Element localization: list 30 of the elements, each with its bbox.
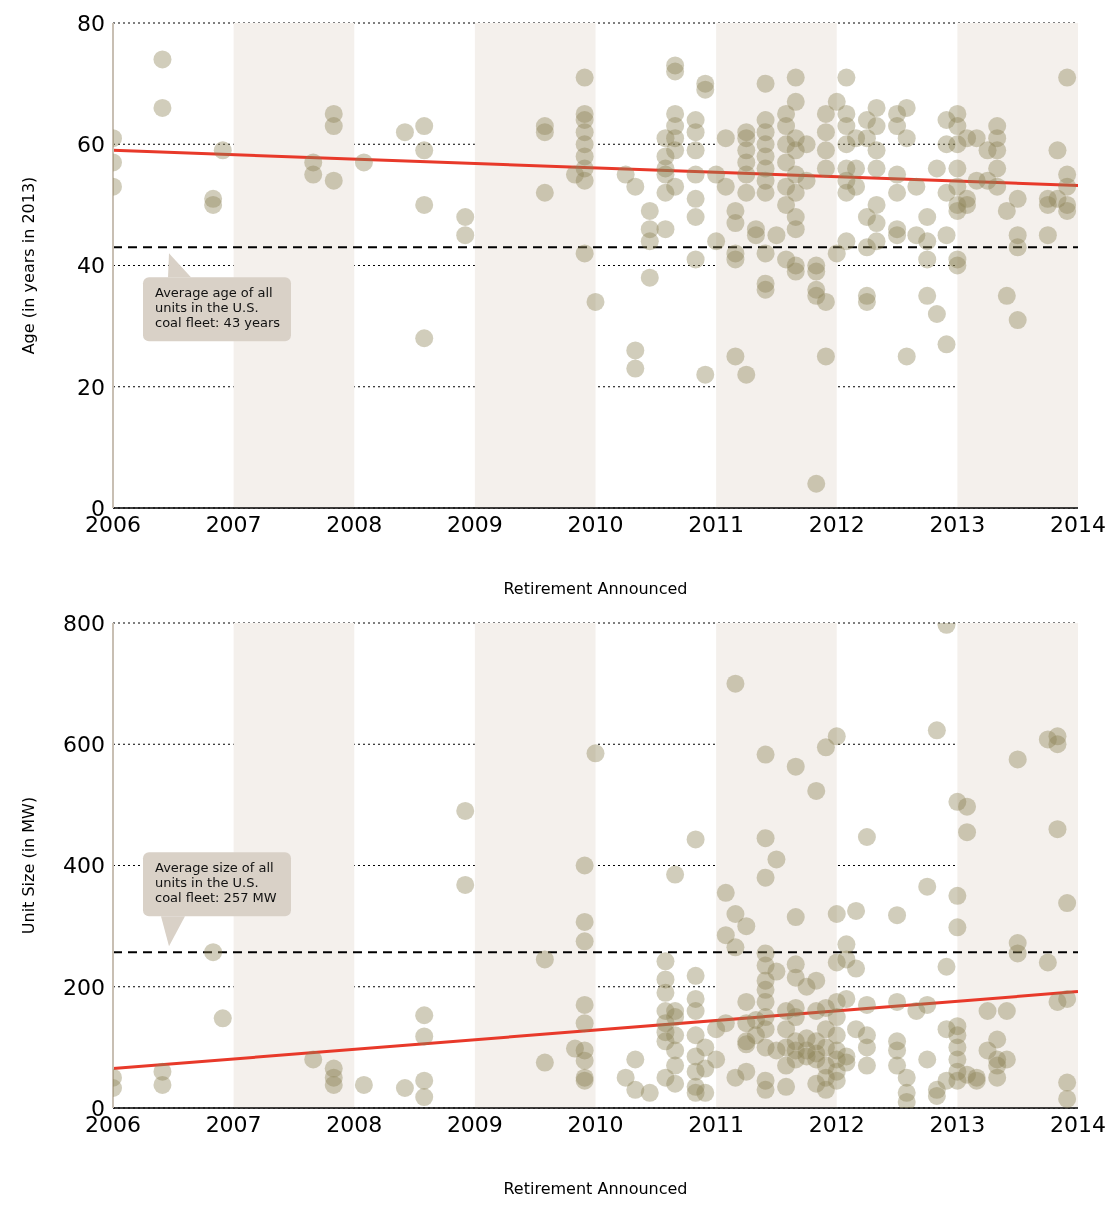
x-tick-label: 2008	[326, 1111, 383, 1137]
y-tick-label: 80	[77, 10, 105, 36]
x-tick-label: 2010	[567, 511, 624, 537]
y-tick-label: 40	[77, 253, 105, 279]
ref-line-label: Average size of all units in the U.S. coal fleet: 257 MW	[155, 860, 277, 906]
x-tick-label: 2007	[205, 511, 262, 537]
x-tick-label: 2007	[205, 1111, 262, 1137]
x-tick-label: 2011	[688, 1111, 745, 1137]
y-tick-label: 800	[63, 610, 105, 636]
x-tick-label: 2012	[808, 1111, 865, 1137]
x-tick-label: 2011	[688, 511, 745, 537]
y-tick-label: 20	[77, 374, 105, 400]
x-tick-label: 2014	[1050, 1111, 1106, 1137]
x-tick-label: 2012	[808, 511, 865, 537]
y-tick-label: 600	[63, 732, 105, 758]
y-axis-title: Age (in years in 2013)	[18, 176, 38, 355]
x-tick-label: 2013	[929, 511, 986, 537]
x-tick-label: 2008	[326, 511, 383, 537]
x-axis-title: Retirement Announced	[503, 1179, 688, 1198]
x-tick-label: 2013	[929, 1111, 986, 1137]
x-axis-title: Retirement Announced	[503, 579, 688, 598]
x-tick-label: 2014	[1050, 511, 1106, 537]
x-tick-label: 2009	[446, 1111, 503, 1137]
y-tick-label: 60	[77, 132, 105, 158]
x-tick-label: 2009	[446, 511, 503, 537]
y-axis-title: Unit Size (in MW)	[18, 796, 38, 935]
ref-line-label: Average age of all units in the U.S. coal fleet: 43 years	[155, 285, 281, 331]
x-tick-label: 2010	[567, 1111, 624, 1137]
y-tick-label: 400	[63, 853, 105, 879]
y-tick-label: 200	[63, 974, 105, 1000]
